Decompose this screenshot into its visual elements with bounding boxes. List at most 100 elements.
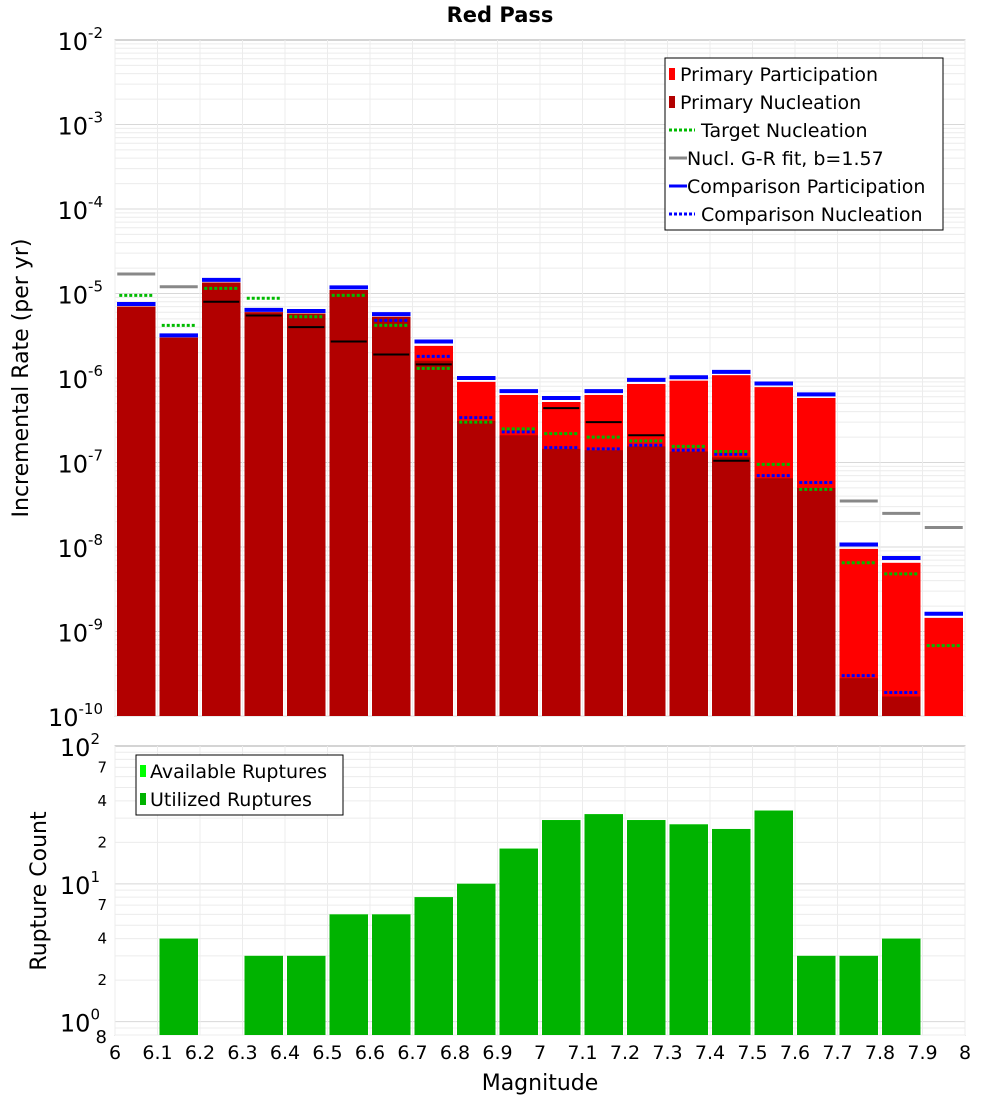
x-tick-label: 6.7 <box>397 1042 427 1064</box>
counts-legend-label: Utilized Ruptures <box>150 789 312 811</box>
rates-legend-label: Comparison Nucleation <box>701 204 923 226</box>
x-tick-labels: 6 6.1 6.2 6.3 6.4 6.5 6.6 6.7 6.8 6.9 7 7.1 7.2 7.3 7.… <box>109 1042 971 1064</box>
x-tick-label: 7.3 <box>652 1042 682 1064</box>
utilized-ruptures-bar <box>882 938 921 1035</box>
counts-legend-item: Utilized Ruptures <box>140 789 312 811</box>
legend-swatch-bar <box>669 96 675 108</box>
primary-nucleation-bar <box>372 316 411 716</box>
rates-y-tick-label: 10-8 <box>57 531 103 563</box>
utilized-ruptures-bar <box>669 824 708 1035</box>
x-tick-label: 7.8 <box>865 1042 895 1064</box>
primary-nucleation-bar <box>712 457 751 716</box>
rates-series-lines <box>117 272 963 694</box>
x-tick-label: 7.7 <box>822 1042 852 1064</box>
utilized-ruptures-bar <box>542 820 581 1035</box>
primary-nucleation-bar <box>329 290 368 716</box>
counts-legend: Available Ruptures Utilized Ruptures <box>135 754 344 816</box>
counts-y-minor-tick-label: 4 <box>97 792 107 810</box>
rates-y-tick-labels: 10-10 10-9 10-8 10-7 10-6 10-5 10-4 10-3 10-2 <box>48 24 103 732</box>
primary-nucleation-bar <box>499 435 538 716</box>
x-tick-label: 7.4 <box>695 1042 725 1064</box>
utilized-ruptures-bar <box>414 897 453 1035</box>
x-tick-label: 6.5 <box>312 1042 342 1064</box>
x-tick-label: 7.9 <box>907 1042 937 1064</box>
counts-y-minor-tick-label: 7 <box>97 896 107 914</box>
primary-nucleation-bar <box>202 282 241 716</box>
primary-nucleation-bar <box>117 306 156 716</box>
counts-y-minor-tick-label: 8 <box>96 1027 107 1048</box>
primary-nucleation-bar <box>839 678 878 716</box>
x-tick-label: 7.6 <box>780 1042 810 1064</box>
rates-legend-box <box>664 57 944 231</box>
x-tick-label: 6.3 <box>227 1042 257 1064</box>
primary-nucleation-bar <box>754 478 793 716</box>
chart-title: Red Pass <box>447 3 554 27</box>
x-tick-label: 8 <box>959 1042 971 1064</box>
x-tick-label: 6.2 <box>185 1042 215 1064</box>
rates-y-tick-label: 10-6 <box>57 362 103 394</box>
counts-y-tick-labels: 100 101 102 8 2 4 7 2 4 7 <box>60 730 107 1048</box>
primary-nucleation-bar <box>414 360 453 716</box>
counts-y-minor-tick-label: 4 <box>97 930 107 948</box>
x-tick-label: 6.9 <box>482 1042 512 1064</box>
utilized-ruptures-bar <box>627 820 666 1035</box>
rates-legend-item: Primary Participation <box>669 64 878 86</box>
rates-y-axis-label: Incremental Rate (per yr) <box>9 239 34 518</box>
rates-y-tick-label: 10-10 <box>48 700 103 732</box>
legend-swatch-bar <box>669 68 675 80</box>
counts-y-minor-tick-label: 7 <box>97 758 107 776</box>
primary-nucleation-bar <box>797 487 836 716</box>
counts-panel: 100 101 102 8 2 4 7 2 4 7 Rupture Count Available… <box>27 730 966 1048</box>
primary-participation-bar <box>924 617 963 716</box>
rates-y-tick-label: 10-9 <box>57 616 103 648</box>
x-tick-label: 7.5 <box>737 1042 767 1064</box>
utilized-ruptures-bar <box>839 955 878 1035</box>
x-tick-label: 7.1 <box>567 1042 597 1064</box>
rates-legend-item: Target Nucleation <box>669 120 868 142</box>
rates-legend-label: Primary Nucleation <box>680 92 861 114</box>
rates-legend-item: Nucl. G-R fit, b=1.57 <box>669 148 884 170</box>
counts-y-minor-tick-label: 2 <box>97 833 107 851</box>
x-tick-label: 6 <box>109 1042 121 1064</box>
utilized-ruptures-bar <box>372 914 411 1035</box>
utilized-ruptures-bar <box>584 814 623 1035</box>
primary-nucleation-bar <box>669 451 708 716</box>
utilized-ruptures-bar <box>754 810 793 1035</box>
rates-y-tick-label: 10-7 <box>57 447 103 479</box>
utilized-ruptures-bar <box>159 938 198 1035</box>
x-tick-label: 6.6 <box>355 1042 385 1064</box>
primary-nucleation-bar <box>542 448 581 716</box>
rates-y-tick-label: 10-2 <box>57 24 103 56</box>
rates-y-tick-label: 10-4 <box>57 193 103 225</box>
primary-nucleation-bar <box>584 450 623 716</box>
legend-swatch-bar <box>140 765 146 777</box>
rates-legend-item: Comparison Nucleation <box>669 204 923 226</box>
rates-y-tick-label: 10-5 <box>57 278 103 310</box>
primary-nucleation-bar <box>287 313 326 716</box>
rates-legend: Primary Participation Primary Nucleation T… <box>664 57 944 231</box>
utilized-ruptures-bar <box>797 955 836 1035</box>
rates-panel: 10-10 10-9 10-8 10-7 10-6 10-5 10-4 10-3 10-2 In… <box>9 24 966 732</box>
x-tick-label: 6.1 <box>142 1042 172 1064</box>
rates-legend-label: Comparison Participation <box>687 176 925 198</box>
rates-legend-label: Target Nucleation <box>700 120 868 142</box>
counts-legend-item: Available Ruptures <box>140 761 327 783</box>
counts-bars <box>159 810 921 1035</box>
utilized-ruptures-bar <box>287 955 326 1035</box>
rates-y-tick-label: 10-3 <box>57 109 103 141</box>
counts-y-minor-tick-label: 2 <box>97 971 107 989</box>
rates-bars <box>117 282 963 716</box>
counts-y-axis-label: Rupture Count <box>27 811 52 971</box>
utilized-ruptures-bar <box>244 955 283 1035</box>
counts-y-major-tick-label: 100 <box>60 1006 100 1038</box>
rates-legend-label: Nucl. G-R fit, b=1.57 <box>687 148 884 170</box>
x-tick-label: 6.4 <box>270 1042 300 1064</box>
primary-nucleation-bar <box>627 446 666 716</box>
primary-nucleation-bar <box>244 312 283 716</box>
x-tick-label: 7.2 <box>610 1042 640 1064</box>
legend-swatch-bar <box>140 793 146 805</box>
counts-legend-box <box>135 754 344 816</box>
utilized-ruptures-bar <box>329 914 368 1035</box>
utilized-ruptures-bar <box>712 828 751 1035</box>
